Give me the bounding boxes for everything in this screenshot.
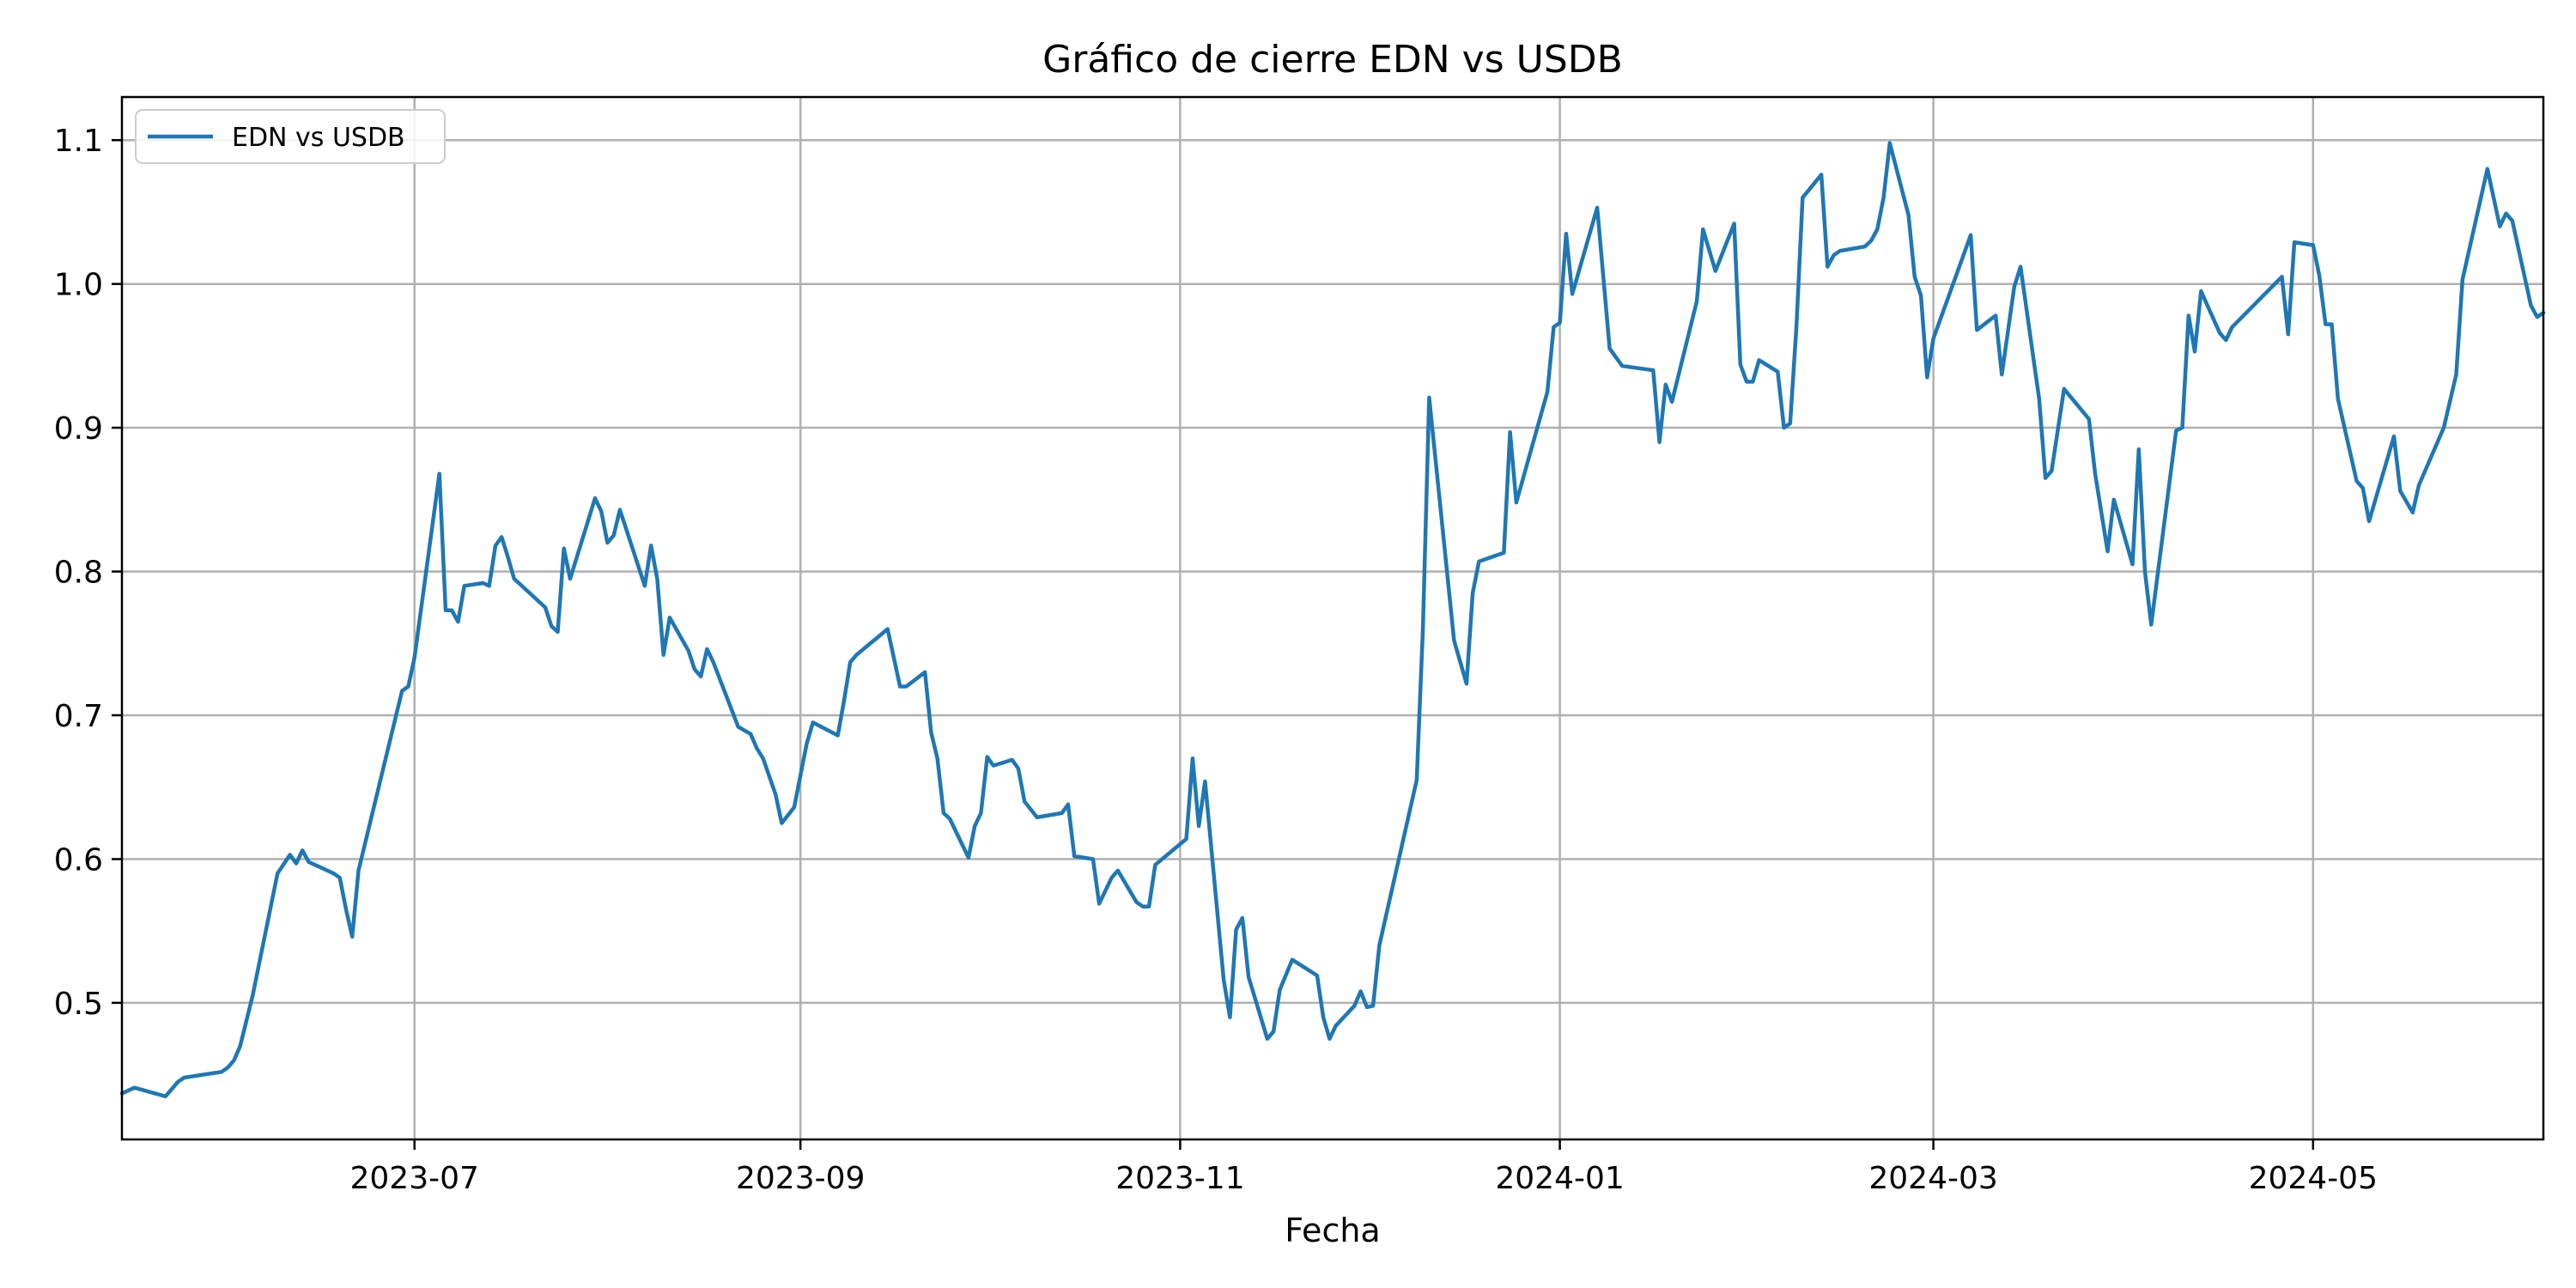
- x-tick-label: 2023-11: [1115, 1161, 1244, 1196]
- x-tick-label: 2023-07: [349, 1161, 478, 1196]
- x-axis: 2023-07 2023-09 2023-11 2024-01 2024-03 2024-…: [349, 1139, 2378, 1196]
- series-layer: [119, 141, 2546, 1099]
- grid: [122, 97, 2543, 1139]
- x-tick-label: 2023-09: [736, 1161, 865, 1196]
- chart-title: Gráfico de cierre EDN vs USDB: [1042, 38, 1623, 82]
- plot-frame: [120, 95, 2545, 1141]
- x-axis-label: Fecha: [1285, 1212, 1380, 1249]
- y-tick-label: 1.0: [54, 268, 103, 303]
- y-tick-label: 1.1: [54, 124, 103, 159]
- legend: EDN vs USDB: [135, 109, 446, 164]
- y-tick-label: 0.7: [54, 699, 103, 734]
- y-axis: 0.5 0.6 0.7 0.8 0.9 1.0 1.1: [54, 124, 122, 1022]
- y-tick-label: 0.9: [54, 411, 103, 447]
- y-tick-label: 0.5: [54, 987, 103, 1022]
- legend-box: [135, 109, 446, 164]
- x-tick-label: 2024-01: [1495, 1161, 1624, 1196]
- x-tick-label: 2024-03: [1868, 1161, 1997, 1196]
- x-tick-label: 2024-05: [2249, 1161, 2378, 1196]
- series-line-edn-vs-usdb: [119, 141, 2546, 1099]
- y-tick-label: 0.8: [54, 556, 103, 591]
- y-tick-label: 0.6: [54, 843, 103, 878]
- legend-label: EDN vs USDB: [232, 123, 405, 153]
